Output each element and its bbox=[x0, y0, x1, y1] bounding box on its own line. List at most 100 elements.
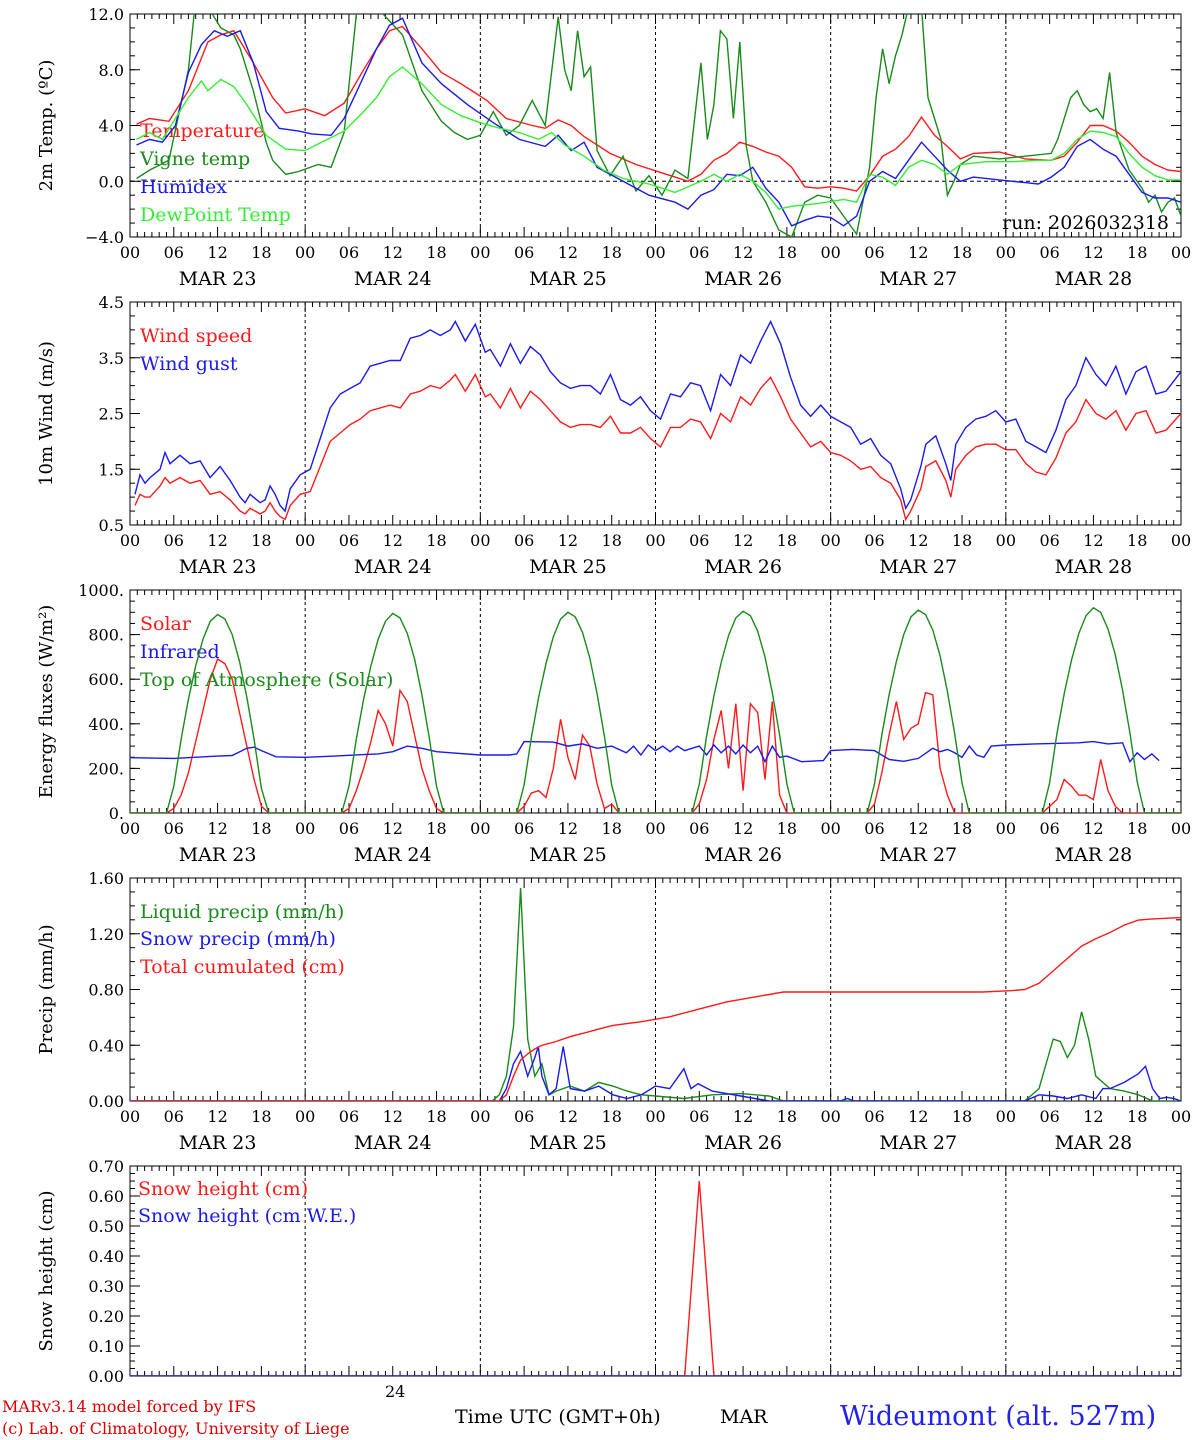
day-label: MAR 24 bbox=[354, 556, 432, 578]
x-tick-label: 00 bbox=[996, 243, 1016, 262]
x-tick-label: 18 bbox=[602, 819, 622, 838]
day-label: MAR 28 bbox=[1055, 556, 1133, 578]
day-label: MAR 28 bbox=[1055, 1132, 1133, 1154]
x-tick-label: 12 bbox=[558, 531, 578, 550]
footer-day-number: 24 bbox=[385, 1382, 405, 1401]
x-tick-label: 06 bbox=[164, 531, 184, 550]
x-tick-label: 18 bbox=[426, 819, 446, 838]
day-label: MAR 23 bbox=[179, 556, 257, 578]
y-tick-label: 0.70 bbox=[88, 1157, 124, 1176]
series-line-humidex bbox=[136, 17, 1181, 227]
y-axis-label: 10m Wind (m/s) bbox=[36, 341, 57, 486]
day-label: MAR 27 bbox=[879, 268, 957, 290]
station-name: Wideumont (alt. 527m) bbox=[840, 1401, 1156, 1432]
legend-entry: Snow precip (mm/h) bbox=[140, 928, 336, 950]
x-tick-label: 12 bbox=[207, 243, 227, 262]
y-tick-label: 4.5 bbox=[99, 293, 124, 312]
x-tick-label: 18 bbox=[952, 531, 972, 550]
x-tick-label: 00 bbox=[645, 243, 665, 262]
y-tick-label: 0.50 bbox=[88, 1217, 124, 1236]
x-tick-label: 00 bbox=[1171, 1107, 1191, 1126]
x-tick-label: 06 bbox=[339, 819, 359, 838]
day-label: MAR 23 bbox=[179, 844, 257, 866]
x-tick-label: 12 bbox=[733, 531, 753, 550]
y-tick-label: 0.80 bbox=[88, 981, 124, 1000]
panel-5: 0.70 0.60 0.50 0.40 0.30 0.20 0.10 0.00 Snow hei… bbox=[36, 1157, 1182, 1386]
x-tick-label: 18 bbox=[777, 819, 797, 838]
panel-1: 00 06 12 18 00 06 12 18 00 06 12 18 00 06 12 18 00 06 12 18… bbox=[36, 5, 1191, 290]
day-label: MAR 26 bbox=[704, 1132, 782, 1154]
y-axis-label: 2m Temp. (ºC) bbox=[36, 60, 57, 192]
x-tick-label: 12 bbox=[207, 1107, 227, 1126]
x-tick-label: 06 bbox=[864, 531, 884, 550]
x-tick-label: 12 bbox=[383, 1107, 403, 1126]
footer-month: MAR bbox=[720, 1406, 768, 1428]
x-tick-label: 12 bbox=[558, 243, 578, 262]
x-tick-label: 12 bbox=[908, 531, 928, 550]
run-annotation: run: 2026032318 bbox=[1002, 212, 1169, 234]
x-tick-label: 12 bbox=[558, 1107, 578, 1126]
x-tick-label: 06 bbox=[514, 1107, 534, 1126]
y-tick-label: 12.0 bbox=[88, 5, 124, 24]
x-tick-label: 06 bbox=[514, 243, 534, 262]
y-tick-label: 400. bbox=[88, 715, 124, 734]
legend-entry: Liquid precip (mm/h) bbox=[140, 901, 344, 923]
series-line-solar bbox=[130, 658, 1181, 813]
legend-entry: Humidex bbox=[140, 176, 227, 198]
x-tick-label: 00 bbox=[645, 819, 665, 838]
day-label: MAR 26 bbox=[704, 556, 782, 578]
x-tick-label: 12 bbox=[1083, 531, 1103, 550]
day-label: MAR 26 bbox=[704, 268, 782, 290]
y-tick-label: 8.0 bbox=[99, 61, 124, 80]
legend-entry: Infrared bbox=[140, 641, 220, 663]
panel-3: 00 06 12 18 00 06 12 18 00 06 12 18 00 06 12 18 00 06 12 18… bbox=[36, 581, 1191, 866]
x-tick-label: 00 bbox=[820, 243, 840, 262]
legend-entry: Snow height (cm) bbox=[138, 1178, 308, 1200]
day-label: MAR 23 bbox=[179, 1132, 257, 1154]
y-tick-label: 200. bbox=[88, 759, 124, 778]
x-tick-label: 18 bbox=[1127, 819, 1147, 838]
x-tick-label: 12 bbox=[908, 819, 928, 838]
x-tick-label: 00 bbox=[820, 1107, 840, 1126]
x-tick-label: 18 bbox=[777, 1107, 797, 1126]
x-tick-label: 00 bbox=[120, 1107, 140, 1126]
legend-entry: Vigne temp bbox=[139, 148, 250, 170]
x-tick-label: 18 bbox=[602, 531, 622, 550]
x-tick-label: 06 bbox=[514, 819, 534, 838]
y-tick-label: 2.5 bbox=[99, 405, 124, 424]
x-tick-label: 18 bbox=[602, 243, 622, 262]
x-tick-label: 12 bbox=[733, 243, 753, 262]
x-tick-label: 18 bbox=[426, 1107, 446, 1126]
x-tick-label: 06 bbox=[864, 819, 884, 838]
day-label: MAR 25 bbox=[529, 556, 607, 578]
x-tick-label: 18 bbox=[426, 243, 446, 262]
x-tick-label: 06 bbox=[1039, 243, 1059, 262]
y-tick-label: 4.0 bbox=[99, 117, 124, 136]
x-tick-label: 18 bbox=[777, 531, 797, 550]
series-line-infrared bbox=[130, 740, 1160, 764]
x-tick-label: 00 bbox=[295, 1107, 315, 1126]
y-tick-label: 3.5 bbox=[99, 349, 124, 368]
time-axis-label: Time UTC (GMT+0h) bbox=[455, 1406, 661, 1428]
x-tick-label: 18 bbox=[251, 819, 271, 838]
x-tick-label: 06 bbox=[164, 819, 184, 838]
day-label: MAR 27 bbox=[879, 1132, 957, 1154]
x-tick-label: 12 bbox=[1083, 819, 1103, 838]
plot-frame bbox=[129, 589, 1182, 814]
x-tick-label: 12 bbox=[383, 243, 403, 262]
y-tick-label: 1.20 bbox=[88, 925, 124, 944]
x-tick-label: 12 bbox=[733, 1107, 753, 1126]
x-tick-label: 12 bbox=[1083, 243, 1103, 262]
series-line-temperature bbox=[136, 25, 1181, 192]
x-tick-label: 00 bbox=[295, 243, 315, 262]
x-tick-label: 06 bbox=[689, 819, 709, 838]
series-line-liquid-precip-mm-h- bbox=[130, 887, 1181, 1101]
x-tick-label: 00 bbox=[470, 243, 490, 262]
x-tick-label: 00 bbox=[120, 243, 140, 262]
plot-frame bbox=[129, 301, 1182, 526]
y-tick-label: 0.0 bbox=[99, 172, 124, 191]
x-tick-label: 06 bbox=[339, 531, 359, 550]
y-tick-label: −4.0 bbox=[85, 228, 124, 247]
x-tick-label: 18 bbox=[952, 819, 972, 838]
